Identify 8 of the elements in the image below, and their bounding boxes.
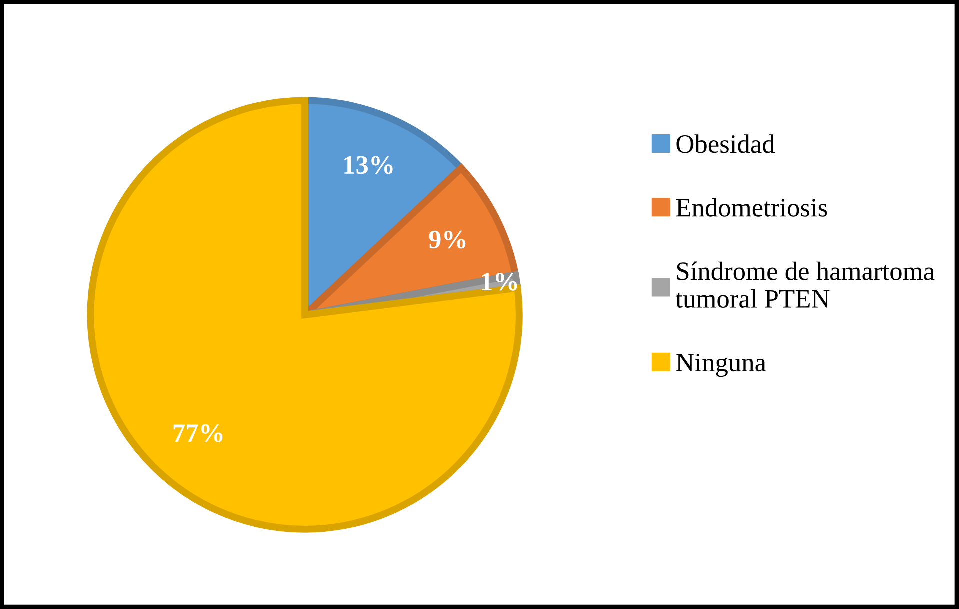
legend-label: Obesidad <box>676 134 775 154</box>
data-label: 1% <box>482 272 518 291</box>
data-label: 13% <box>344 156 393 174</box>
legend-label: Síndrome de hamartoma tumoral PTEN <box>676 262 935 308</box>
data-label: 77% <box>174 424 223 442</box>
legend-label: Endometriosis <box>676 198 828 217</box>
data-label: 9% <box>429 230 466 249</box>
legend-label: Ninguna <box>676 354 766 378</box>
